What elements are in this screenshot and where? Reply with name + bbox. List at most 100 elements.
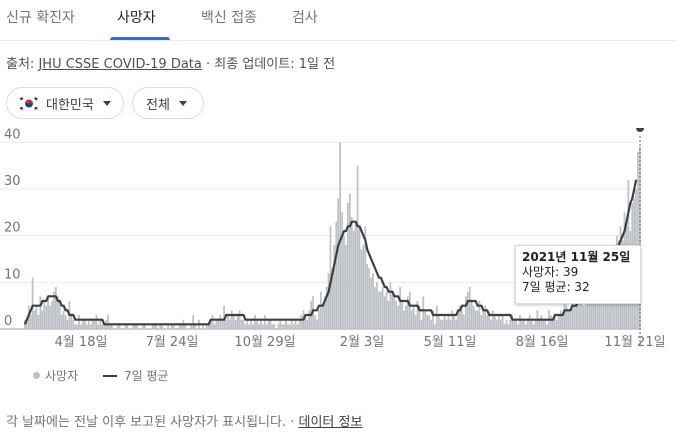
country-label: 대한민국 <box>46 97 94 113</box>
bar <box>480 315 483 329</box>
bar <box>503 324 506 329</box>
country-dropdown[interactable]: 대한민국 <box>6 87 124 119</box>
bar <box>439 319 442 329</box>
bar <box>279 319 282 329</box>
bar <box>211 315 214 329</box>
bar <box>254 315 256 329</box>
bar <box>377 291 380 329</box>
bar <box>300 315 303 329</box>
bar <box>64 315 67 329</box>
legend-bars-label: 사망자 <box>45 369 79 383</box>
bar <box>111 324 113 329</box>
bar <box>602 282 605 329</box>
bar <box>209 319 212 329</box>
bar <box>54 287 57 329</box>
bar <box>540 315 543 329</box>
footer-note: 각 날짜에는 전날 이후 보고된 사망자가 표시됩니다. · 데이터 정보 <box>6 411 362 430</box>
bar <box>190 324 193 329</box>
bar <box>523 319 525 329</box>
deaths-chart[interactable]: 0 10 20 30 40 4월 18일 7월 24일 10월 29일 2월 3일 5월 11일 8… <box>0 128 676 358</box>
bar <box>33 310 36 329</box>
bar <box>586 301 589 329</box>
bar <box>513 319 516 329</box>
bar <box>422 296 425 329</box>
bar <box>263 315 266 329</box>
bar <box>178 324 181 329</box>
bar <box>405 305 407 329</box>
bar <box>524 324 527 329</box>
bar <box>271 324 274 329</box>
scope-dropdown[interactable]: 전체 <box>132 87 204 119</box>
bar <box>66 319 69 329</box>
bar <box>325 287 328 329</box>
bar <box>420 319 423 329</box>
bar <box>401 301 403 329</box>
source-link[interactable]: JHU CSSE COVID-19 Data <box>38 57 202 72</box>
bar <box>290 319 293 329</box>
bar <box>403 310 405 329</box>
bar <box>292 324 295 329</box>
bar <box>43 301 46 329</box>
bar <box>288 324 291 329</box>
bar <box>232 315 235 329</box>
tab-new-cases[interactable]: 신규 확진자 <box>6 10 75 26</box>
bar <box>240 319 243 329</box>
bar <box>259 319 262 329</box>
bar <box>505 319 508 329</box>
bar <box>499 319 502 329</box>
bar <box>484 305 487 329</box>
bar <box>294 319 297 329</box>
bar <box>474 310 477 329</box>
bar <box>391 291 394 329</box>
bar <box>184 324 187 329</box>
footer-text: 각 날짜에는 전날 이후 보고된 사망자가 표시됩니다. <box>6 415 287 430</box>
bar <box>107 315 109 329</box>
bar <box>298 319 301 329</box>
bar <box>37 315 40 329</box>
bar <box>397 305 400 329</box>
bar <box>317 310 320 329</box>
tab-tests[interactable]: 검사 <box>292 10 318 26</box>
tab-vaccinations[interactable]: 백신 접종 <box>201 10 257 26</box>
tab-deaths[interactable]: 사망자 <box>117 10 156 26</box>
bar <box>51 301 53 329</box>
bar <box>238 310 241 329</box>
bar <box>236 315 239 329</box>
footer-separator: · <box>290 415 295 430</box>
bar <box>109 324 111 329</box>
bar <box>521 319 523 329</box>
bar <box>225 319 227 329</box>
bar <box>464 296 467 329</box>
bar <box>53 291 55 329</box>
bar <box>534 319 537 329</box>
bar <box>416 301 419 329</box>
bar <box>461 310 463 329</box>
bar <box>248 324 251 329</box>
scope-label: 전체 <box>146 97 170 113</box>
bar <box>103 324 106 329</box>
bar <box>337 198 340 329</box>
data-info-link[interactable]: 데이터 정보 <box>298 415 363 430</box>
x-tick-label: 5월 11일 <box>424 335 477 350</box>
average-line <box>23 179 638 326</box>
bar <box>362 245 365 329</box>
bar <box>488 315 490 329</box>
bar <box>476 310 479 329</box>
bar <box>550 315 552 329</box>
bar <box>201 324 204 329</box>
bar <box>563 301 566 329</box>
bar <box>490 319 492 329</box>
bar <box>327 273 330 329</box>
bar <box>314 315 316 329</box>
bar <box>74 324 77 329</box>
bar <box>511 315 514 329</box>
bar <box>205 324 208 329</box>
bar <box>281 324 283 329</box>
korea-flag-icon <box>17 95 41 111</box>
bar <box>143 324 146 329</box>
bar <box>308 310 311 329</box>
bar <box>538 319 541 329</box>
bar <box>366 263 369 329</box>
bar <box>555 319 558 329</box>
x-tick-label: 4월 18일 <box>55 335 108 350</box>
